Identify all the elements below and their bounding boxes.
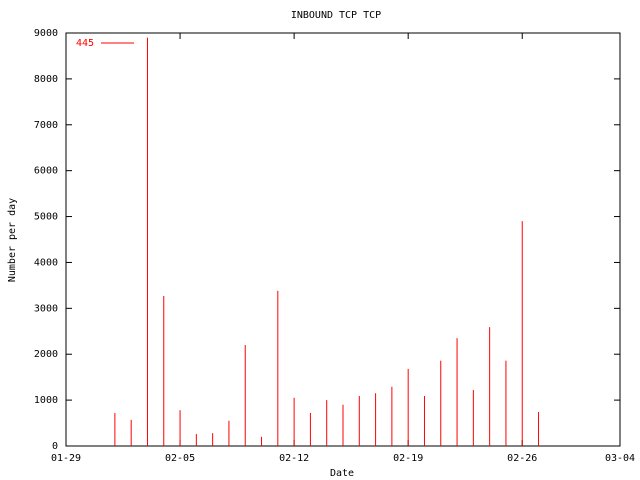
x-tick-label: 02-19 <box>393 453 423 464</box>
y-tick-label: 8000 <box>34 74 58 85</box>
x-tick-label: 03-04 <box>605 453 635 464</box>
y-tick-label: 6000 <box>34 166 58 177</box>
x-axis-label: Date <box>330 468 354 479</box>
chart-title: INBOUND TCP TCP <box>291 10 381 21</box>
y-tick-label: 0 <box>52 441 58 452</box>
y-tick-label: 3000 <box>34 303 58 314</box>
legend-label: 445 <box>76 38 94 49</box>
x-tick-label: 02-05 <box>165 453 195 464</box>
y-tick-label: 1000 <box>34 395 58 406</box>
y-tick-label: 9000 <box>34 28 58 39</box>
x-tick-label: 02-26 <box>507 453 537 464</box>
x-tick-label: 02-12 <box>279 453 309 464</box>
y-axis-label: Number per day <box>7 198 18 282</box>
y-tick-label: 2000 <box>34 349 58 360</box>
plot-border <box>65 32 621 447</box>
y-tick-label: 7000 <box>34 120 58 131</box>
y-tick-label: 5000 <box>34 212 58 223</box>
y-tick-label: 4000 <box>34 257 58 268</box>
x-tick-label: 01-29 <box>51 453 81 464</box>
